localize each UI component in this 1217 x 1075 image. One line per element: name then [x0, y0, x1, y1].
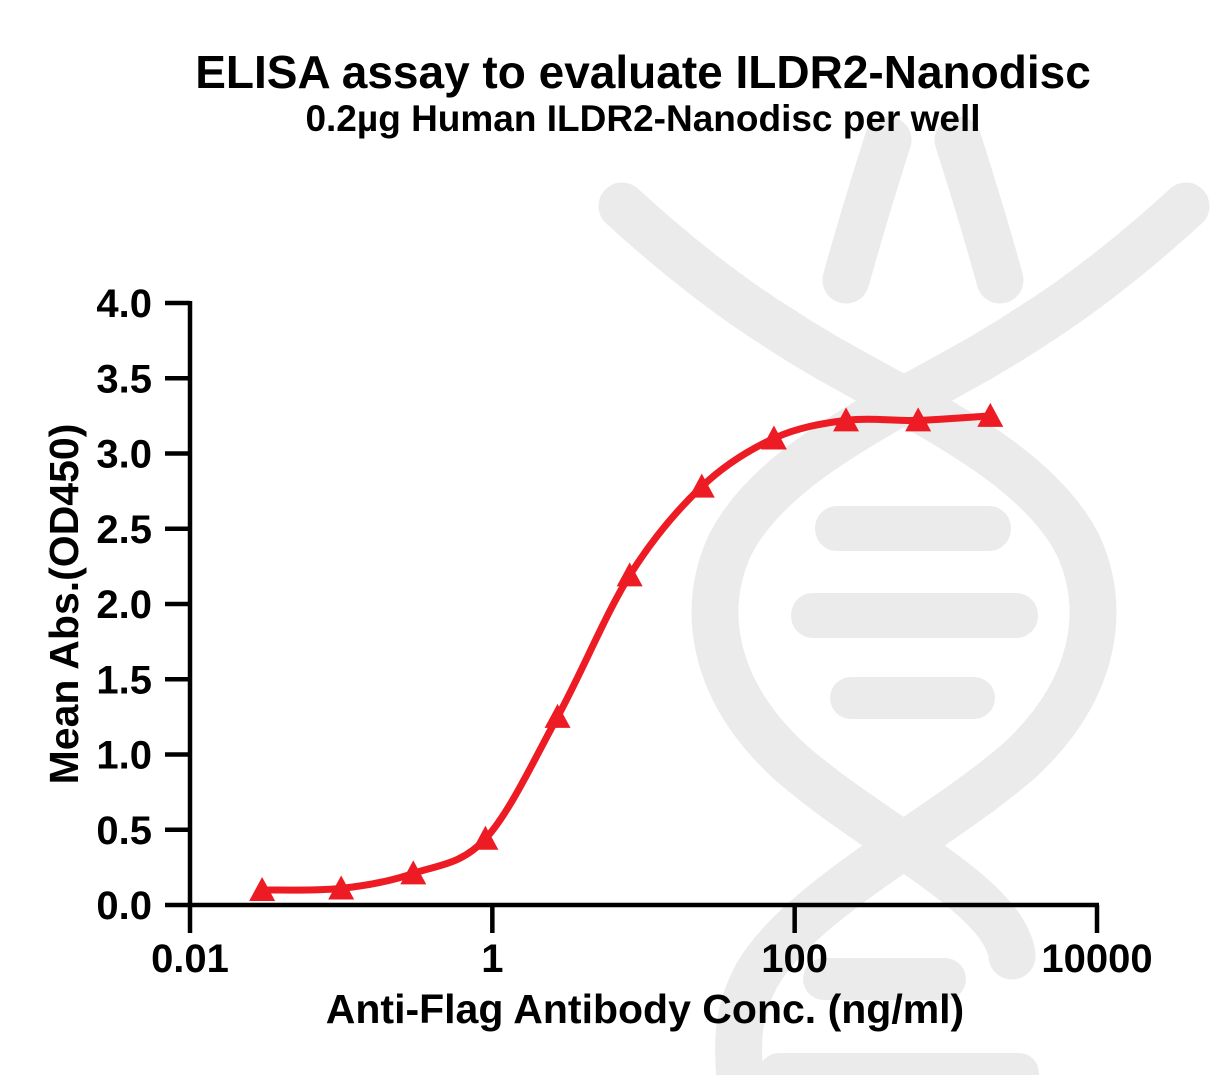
data-point-marker: [905, 407, 932, 432]
y-tick-label: 3.0: [96, 433, 152, 477]
x-tick-label: 1: [481, 937, 503, 981]
y-tick-label: 3.5: [96, 357, 152, 401]
axes: 0.0 0.5 1.0 1.5 2.0 2.5 3.0 3.5 4.0 0.01 1 100 10000: [96, 282, 1152, 981]
y-tick-label: 0.5: [96, 809, 152, 853]
x-tick-label: 100: [761, 937, 828, 981]
data-point-marker: [328, 875, 355, 900]
data-point-marker: [544, 703, 571, 728]
data-series: [249, 402, 1004, 901]
y-tick-label: 4.0: [96, 282, 152, 326]
data-point-marker: [472, 825, 499, 850]
data-point-marker: [760, 425, 787, 450]
watermark-helix-rung: [815, 506, 1011, 551]
data-point-marker: [400, 860, 427, 885]
data-point-marker: [249, 876, 276, 901]
watermark-helix-rung: [830, 677, 995, 719]
data-point-marker: [616, 562, 643, 587]
fit-curve: [258, 412, 994, 894]
x-tick-label: 10000: [1041, 937, 1152, 981]
y-tick-label: 1.0: [96, 734, 152, 778]
y-tick-label: 0.0: [96, 884, 152, 928]
x-axis-label: Anti-Flag Antibody Conc. (ng/ml): [326, 986, 964, 1032]
watermark-helix-rung: [759, 1053, 1039, 1075]
watermark-arm-inner-right: [934, 116, 1024, 304]
y-axis-label: Mean Abs.(OD450): [41, 424, 87, 785]
watermark-helix-rung: [791, 593, 1038, 638]
y-tick-label: 2.5: [96, 508, 152, 552]
y-tick-label: 1.5: [96, 658, 152, 702]
watermark-helix-rung: [803, 958, 966, 1000]
data-point-marker: [688, 473, 715, 498]
y-tick-label: 2.0: [96, 583, 152, 627]
chart-title: ELISA assay to evaluate ILDR2-Nanodisc: [195, 46, 1091, 98]
data-point-marker: [833, 407, 860, 432]
watermark-helix-strand-left: [715, 306, 1117, 1075]
data-point-marker: [977, 402, 1004, 427]
watermark-arm-inner-left: [822, 116, 912, 304]
x-tick-label: 0.01: [151, 937, 229, 981]
chart-subtitle: 0.2µg Human ILDR2-Nanodisc per well: [305, 98, 980, 139]
